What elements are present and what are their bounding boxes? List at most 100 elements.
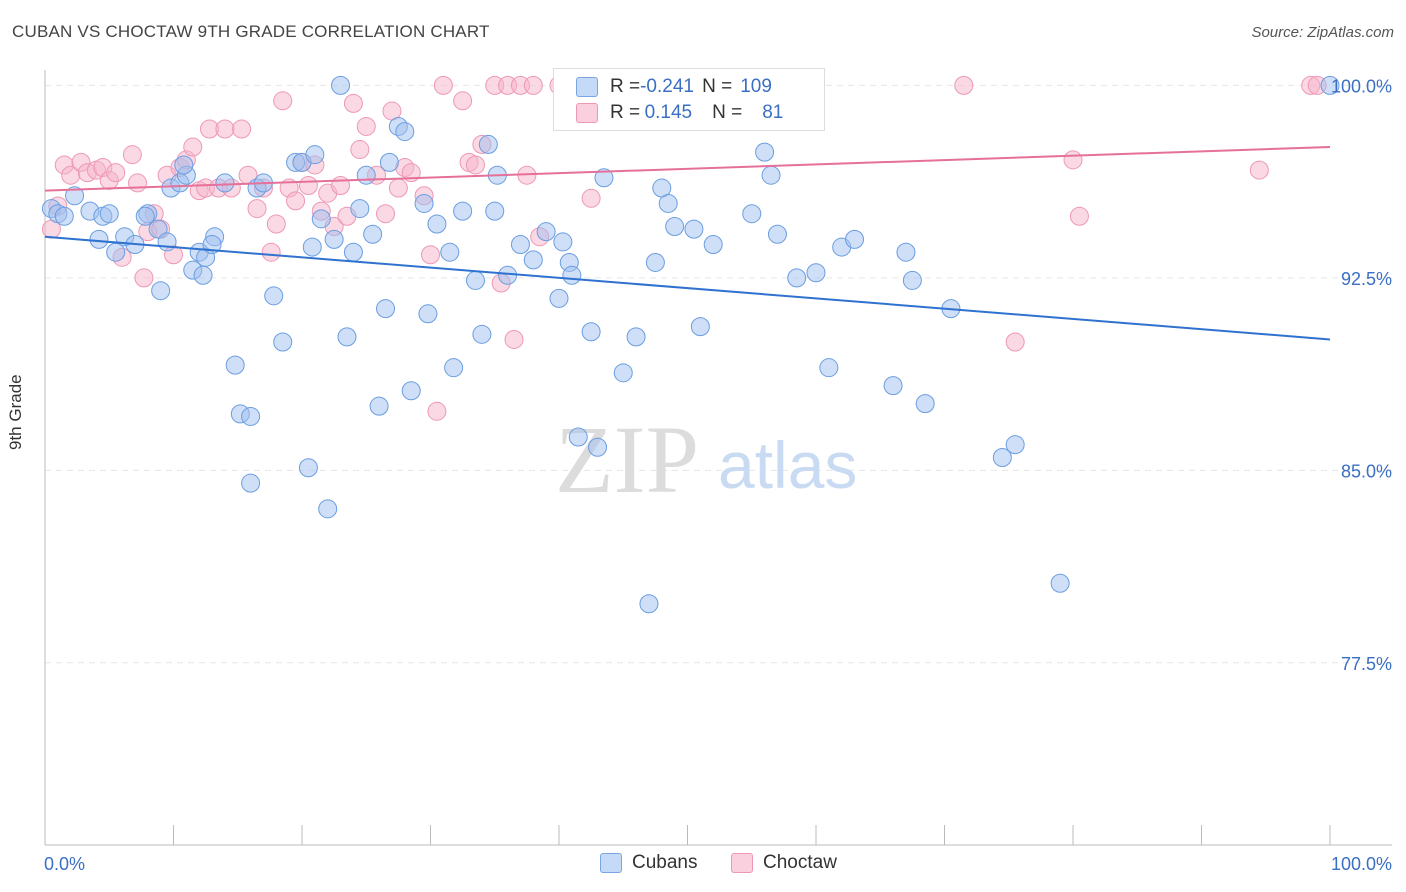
choctaw-n-value: 81 [762,102,784,123]
choctaw-point [523,75,543,95]
choctaw-point [128,173,148,193]
choctaw-point [1069,206,1089,226]
x-tick-label-1: 100.0% [1331,854,1392,874]
cubans-point [89,229,109,249]
cubans-point [363,224,383,244]
cubans-point [883,376,903,396]
cubans-n-label: N = [702,76,733,97]
cubans-point [350,199,370,219]
y-tick-label-3: 77.5% [1341,654,1392,674]
cubans-point [562,265,582,285]
cubans-point [324,229,344,249]
cubans-point [418,304,438,324]
cubans-point [1320,75,1340,95]
cubans-point [151,281,171,301]
watermark-atlas: atlas [718,428,857,502]
choctaw-point [954,75,974,95]
cubans-point [414,193,434,213]
series-legend: Cubans Choctaw [0,852,1406,878]
x-tick-labels: 0.0% 100.0% [44,854,1392,874]
cubans-point [343,242,363,262]
cubans-point [594,168,614,188]
cubans-point [658,193,678,213]
trend-lines [44,145,1331,341]
cubans-point [440,242,460,262]
cubans-point [690,317,710,337]
choctaw-point [356,116,376,136]
cubans-point [264,286,284,306]
choctaw-point [331,175,351,195]
y-tick-label-2: 85.0% [1341,461,1392,481]
cubans-point [453,201,473,221]
cubans-point [510,235,530,255]
cubans-point [157,232,177,252]
correlation-legend: R = -0.241 N = 109 R = 0.145 N = 81 [553,68,825,131]
choctaw-point [376,204,396,224]
cubans-legend-swatch [600,853,622,873]
cubans-point [819,358,839,378]
legend-row-choctaw: R = 0.145 N = 81 [576,101,783,125]
cubans-point [613,363,633,383]
cubans-point [568,427,588,447]
cubans-point [356,165,376,185]
cubans-legend-label: Cubans [632,852,698,873]
choctaw-point [215,119,235,139]
cubans-point [99,204,119,224]
cubans-point [302,237,322,257]
choctaw-point [298,175,318,195]
y-tick-label-0: 100.0% [1331,76,1392,96]
y-tick-labels: 100.0% 92.5% 85.0% 77.5% [1331,76,1392,673]
choctaw-point [427,401,447,421]
cubans-n-value: 109 [740,76,772,97]
cubans-point [845,229,865,249]
cubans-point [318,499,338,519]
choctaw-point [421,245,440,265]
choctaw-point [122,145,142,165]
choctaw-n-label: N = [712,102,743,123]
cubans-point [376,299,396,319]
y-axis-label: 9th Grade [6,374,25,450]
cubans-point [588,437,608,457]
cubans-point [241,473,261,493]
cubans-point [65,186,85,206]
cubans-point [703,235,723,255]
cubans-point [684,219,704,239]
cubans-point [1005,435,1025,455]
cubans-point [498,265,518,285]
choctaw-point [106,163,126,183]
choctaw-point [1249,160,1269,180]
cubans-r-value: -0.241 [640,76,694,97]
cubans-point [787,268,807,288]
cubans-points [41,75,1340,614]
choctaw-point [504,329,524,349]
choctaw-point [388,178,408,198]
choctaw-point [1063,150,1083,170]
choctaw-point [453,91,473,111]
choctaw-legend-label: Choctaw [763,852,837,873]
cubans-point [639,594,659,614]
cubans-point [273,332,293,352]
cubans-point [806,263,826,283]
cubans-point [298,458,318,478]
cubans-point [241,406,261,426]
cubans-swatch [576,77,598,97]
cubans-point [369,396,389,416]
legend-item-cubans: Cubans [600,852,698,874]
cubans-point [626,327,646,347]
cubans-point [767,224,787,244]
choctaw-point [247,199,267,219]
cubans-point [465,270,485,290]
choctaw-point [183,137,203,157]
choctaw-legend-swatch [731,853,753,873]
cubans-point [992,448,1012,467]
choctaw-point [343,93,363,113]
cubans-point [645,252,665,272]
cubans-point [472,324,492,344]
choctaw-point [286,191,306,211]
x-tick-label-0: 0.0% [44,854,85,874]
choctaw-point [273,91,293,111]
cubans-point [401,381,421,401]
cubans-point [379,152,399,172]
source-label: Source: ZipAtlas.com [1251,24,1394,41]
